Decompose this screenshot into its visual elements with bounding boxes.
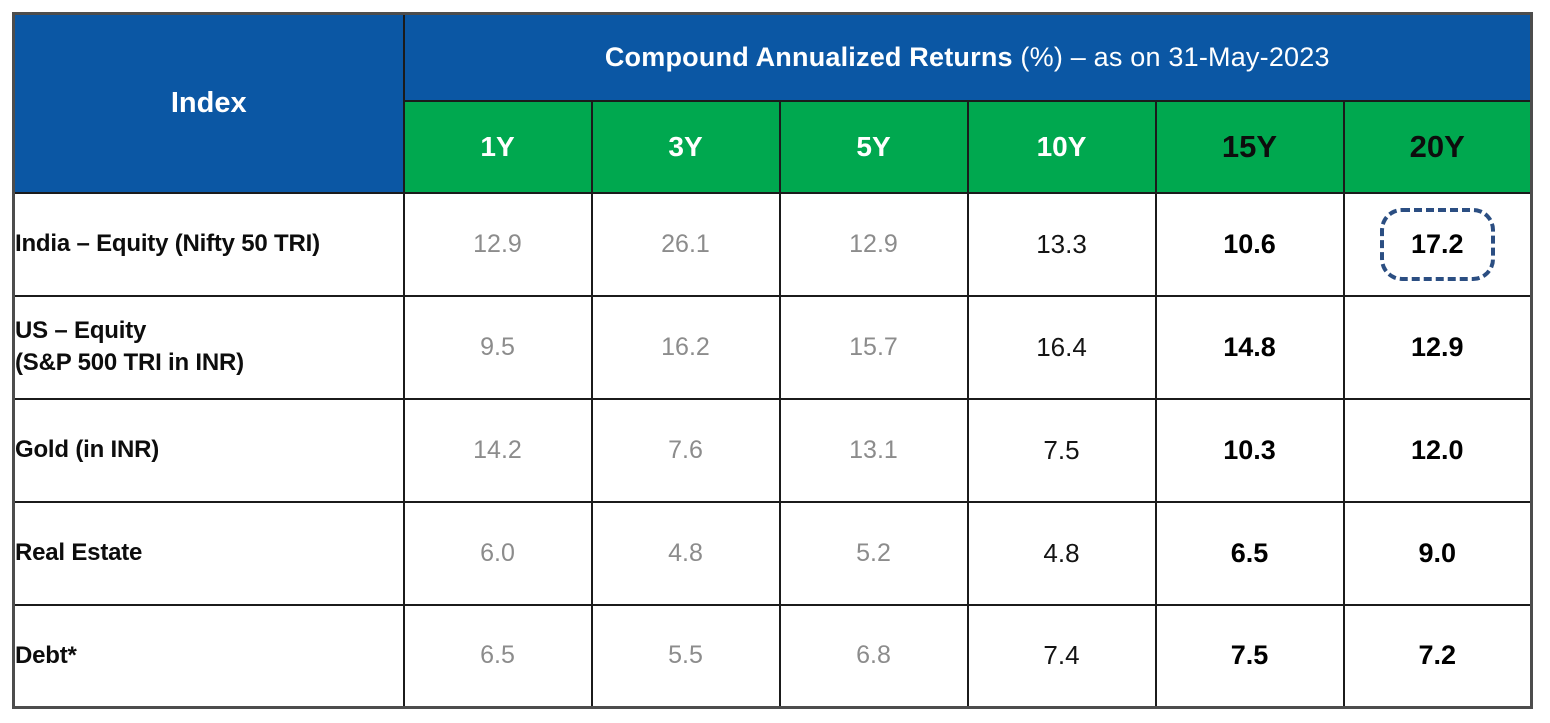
table-row: Real Estate 6.0 4.8 5.2 4.8 6.5 9.0 — [12, 500, 1533, 606]
row-label: Real Estate — [12, 500, 405, 606]
cell-5y-value: 15.7 — [778, 294, 969, 400]
cell-3y-value: 5.5 — [590, 603, 781, 709]
col-header-3y: 3Y — [590, 99, 781, 194]
cell-5y-value: 12.9 — [778, 191, 969, 297]
cell-1y-value: 12.9 — [402, 191, 593, 297]
main-title-rest-text: (%) – as on 31-May-2023 — [1012, 41, 1330, 72]
row-label-line: Debt* — [15, 641, 77, 669]
cell-3y-value: 16.2 — [590, 294, 781, 400]
col-header-20y: 20Y — [1342, 99, 1533, 194]
cell-1y-value: 6.5 — [402, 603, 593, 709]
cell-10y-value: 4.8 — [966, 500, 1157, 606]
cell-15y-value: 7.5 — [1154, 603, 1345, 709]
row-label-line: Gold (in INR) — [15, 435, 160, 463]
table-row: Debt* 6.5 5.5 6.8 7.4 7.5 7.2 — [12, 603, 1533, 709]
cell-3y-value: 26.1 — [590, 191, 781, 297]
table-header: Index Compound Annualized Returns (%) – … — [12, 12, 1533, 194]
col-header-15y: 15Y — [1154, 99, 1345, 194]
col-header-1y: 1Y — [402, 99, 593, 194]
table-row: India – Equity (Nifty 50 TRI) 12.9 26.1 12… — [12, 191, 1533, 297]
cell-10y-value: 16.4 — [966, 294, 1157, 400]
row-label-line: US – Equity — [15, 316, 147, 344]
cell-3y-value: 7.6 — [590, 397, 781, 503]
row-label-line: (S&P 500 TRI in INR) — [15, 349, 244, 376]
cell-10y-value: 13.3 — [966, 191, 1157, 297]
table-row: US – Equity (S&P 500 TRI in INR) 9.5 16.2 1… — [12, 294, 1533, 400]
table-body: India – Equity (Nifty 50 TRI) 12.9 26.1 12… — [12, 191, 1533, 709]
cell-5y-value: 6.8 — [778, 603, 969, 709]
returns-table: Index Compound Annualized Returns (%) – … — [12, 12, 1534, 709]
cell-15y-value: 10.6 — [1154, 191, 1345, 297]
cell-1y-value: 6.0 — [402, 500, 593, 606]
table-row: Gold (in INR) 14.2 7.6 13.1 7.5 10.3 12.0 — [12, 397, 1533, 503]
cell-15y-value: 10.3 — [1154, 397, 1345, 503]
cell-1y-value: 14.2 — [402, 397, 593, 503]
col-header-5y: 5Y — [778, 99, 969, 194]
row-label: Gold (in INR) — [12, 397, 405, 503]
row-label: Debt* — [12, 603, 405, 709]
cell-20y-value: 12.9 — [1342, 294, 1533, 400]
header-row-title: Index Compound Annualized Returns (%) – … — [12, 12, 1533, 194]
cell-20y-value: 17.2 — [1342, 191, 1533, 297]
row-label: US – Equity (S&P 500 TRI in INR) — [12, 294, 405, 400]
cell-10y-value: 7.4 — [966, 603, 1157, 709]
main-title-header: Compound Annualized Returns (%) – as on … — [402, 12, 1533, 102]
cell-1y-value: 9.5 — [402, 294, 593, 400]
col-header-10y: 10Y — [966, 99, 1157, 194]
cell-20y-value: 12.0 — [1342, 397, 1533, 503]
cell-10y-value: 7.5 — [966, 397, 1157, 503]
row-label-line: Real Estate — [15, 538, 143, 566]
main-title-bold-text: Compound Annualized Returns — [604, 41, 1013, 72]
cell-15y-value: 6.5 — [1154, 500, 1345, 606]
cell-20y-value: 7.2 — [1342, 603, 1533, 709]
cell-5y-value: 5.2 — [778, 500, 969, 606]
index-column-header: Index — [12, 12, 405, 194]
highlight-box: 17.2 — [1379, 207, 1495, 281]
row-label: India – Equity (Nifty 50 TRI) — [12, 191, 405, 297]
header-row-periods: 1Y 3Y 5Y 10Y 15Y 20Y — [14, 99, 1533, 194]
cell-3y-value: 4.8 — [590, 500, 781, 606]
row-label-line: India – Equity (Nifty 50 TRI) — [15, 229, 320, 257]
cell-15y-value: 14.8 — [1154, 294, 1345, 400]
cell-5y-value: 13.1 — [778, 397, 969, 503]
cell-20y-value: 9.0 — [1342, 500, 1533, 606]
